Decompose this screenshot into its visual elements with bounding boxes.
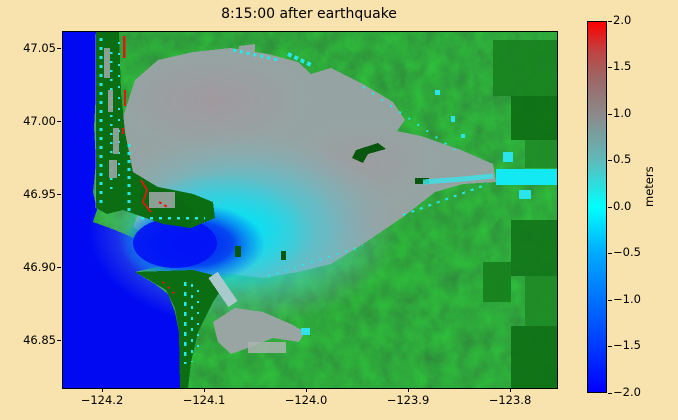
colorbar-tick-label: −1.0 — [613, 292, 641, 306]
east-river-channel — [422, 90, 557, 199]
x-tick-label: −124.2 — [80, 393, 124, 407]
x-tick-label: −124.1 — [182, 393, 226, 407]
south-peninsula — [135, 270, 223, 388]
y-tick-label: 46.90 — [23, 260, 56, 274]
spit-gray-patches — [104, 48, 175, 208]
colorbar-tick-label: 2.0 — [613, 13, 632, 27]
y-tick-label: 47.00 — [23, 114, 56, 128]
x-tick-label: −123.8 — [488, 393, 532, 407]
ocean-region — [63, 32, 213, 388]
heatmap-canvas — [63, 32, 557, 388]
colorbar-tick-label: 0.5 — [613, 152, 632, 166]
colorbar-tick-label: −2.0 — [613, 385, 641, 399]
chart-title: 8:15:00 after earthquake — [221, 6, 397, 22]
y-tick-label: 46.95 — [23, 187, 56, 201]
colorbar-units-label: meters — [642, 166, 656, 207]
colorbar-tick-label: 0.0 — [613, 199, 632, 213]
cyan-speckles — [99, 38, 489, 364]
x-tick-label: −124.0 — [284, 393, 328, 407]
colorbar-tick-label: 1.0 — [613, 106, 632, 120]
bay-island — [352, 143, 386, 163]
north-spit — [96, 32, 215, 228]
coarse-grid-blocks — [483, 40, 557, 388]
colorbar-tick-label: −0.5 — [613, 245, 641, 259]
y-tick-label: 47.05 — [23, 41, 56, 55]
y-tick-label: 46.85 — [23, 333, 56, 347]
map-plot-area — [62, 31, 558, 389]
entrance-gradients — [88, 132, 398, 328]
red-channels — [122, 36, 176, 295]
south-inlet — [208, 271, 310, 354]
colorbar-tick-label: −1.5 — [613, 338, 641, 352]
x-tick-label: −123.9 — [386, 393, 430, 407]
colorbar-tick-label: 1.5 — [613, 59, 632, 73]
colorbar — [587, 21, 607, 393]
